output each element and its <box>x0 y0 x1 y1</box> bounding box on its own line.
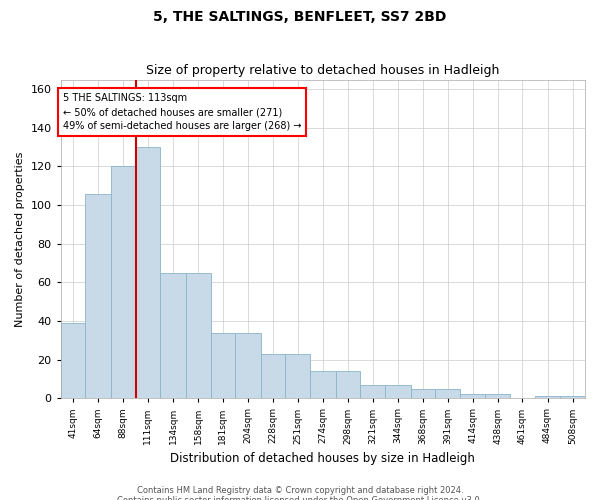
Bar <box>261 354 286 399</box>
Bar <box>286 354 310 399</box>
Text: Contains public sector information licensed under the Open Government Licence v3: Contains public sector information licen… <box>118 496 482 500</box>
Text: Contains HM Land Registry data © Crown copyright and database right 2024.: Contains HM Land Registry data © Crown c… <box>137 486 463 495</box>
X-axis label: Distribution of detached houses by size in Hadleigh: Distribution of detached houses by size … <box>170 452 475 465</box>
Bar <box>310 371 335 398</box>
Text: 5 THE SALTINGS: 113sqm
← 50% of detached houses are smaller (271)
49% of semi-de: 5 THE SALTINGS: 113sqm ← 50% of detached… <box>63 93 301 131</box>
Bar <box>61 323 85 398</box>
Bar <box>410 388 435 398</box>
Bar <box>211 332 235 398</box>
Bar <box>85 194 111 398</box>
Bar <box>335 371 361 398</box>
Bar <box>535 396 560 398</box>
Bar <box>435 388 460 398</box>
Y-axis label: Number of detached properties: Number of detached properties <box>15 151 25 326</box>
Bar <box>186 272 211 398</box>
Text: 5, THE SALTINGS, BENFLEET, SS7 2BD: 5, THE SALTINGS, BENFLEET, SS7 2BD <box>154 10 446 24</box>
Title: Size of property relative to detached houses in Hadleigh: Size of property relative to detached ho… <box>146 64 500 77</box>
Bar <box>160 272 186 398</box>
Bar <box>385 384 410 398</box>
Bar <box>460 394 485 398</box>
Bar <box>136 147 160 399</box>
Bar <box>560 396 585 398</box>
Bar <box>485 394 510 398</box>
Bar <box>361 384 385 398</box>
Bar <box>235 332 261 398</box>
Bar <box>111 166 136 398</box>
